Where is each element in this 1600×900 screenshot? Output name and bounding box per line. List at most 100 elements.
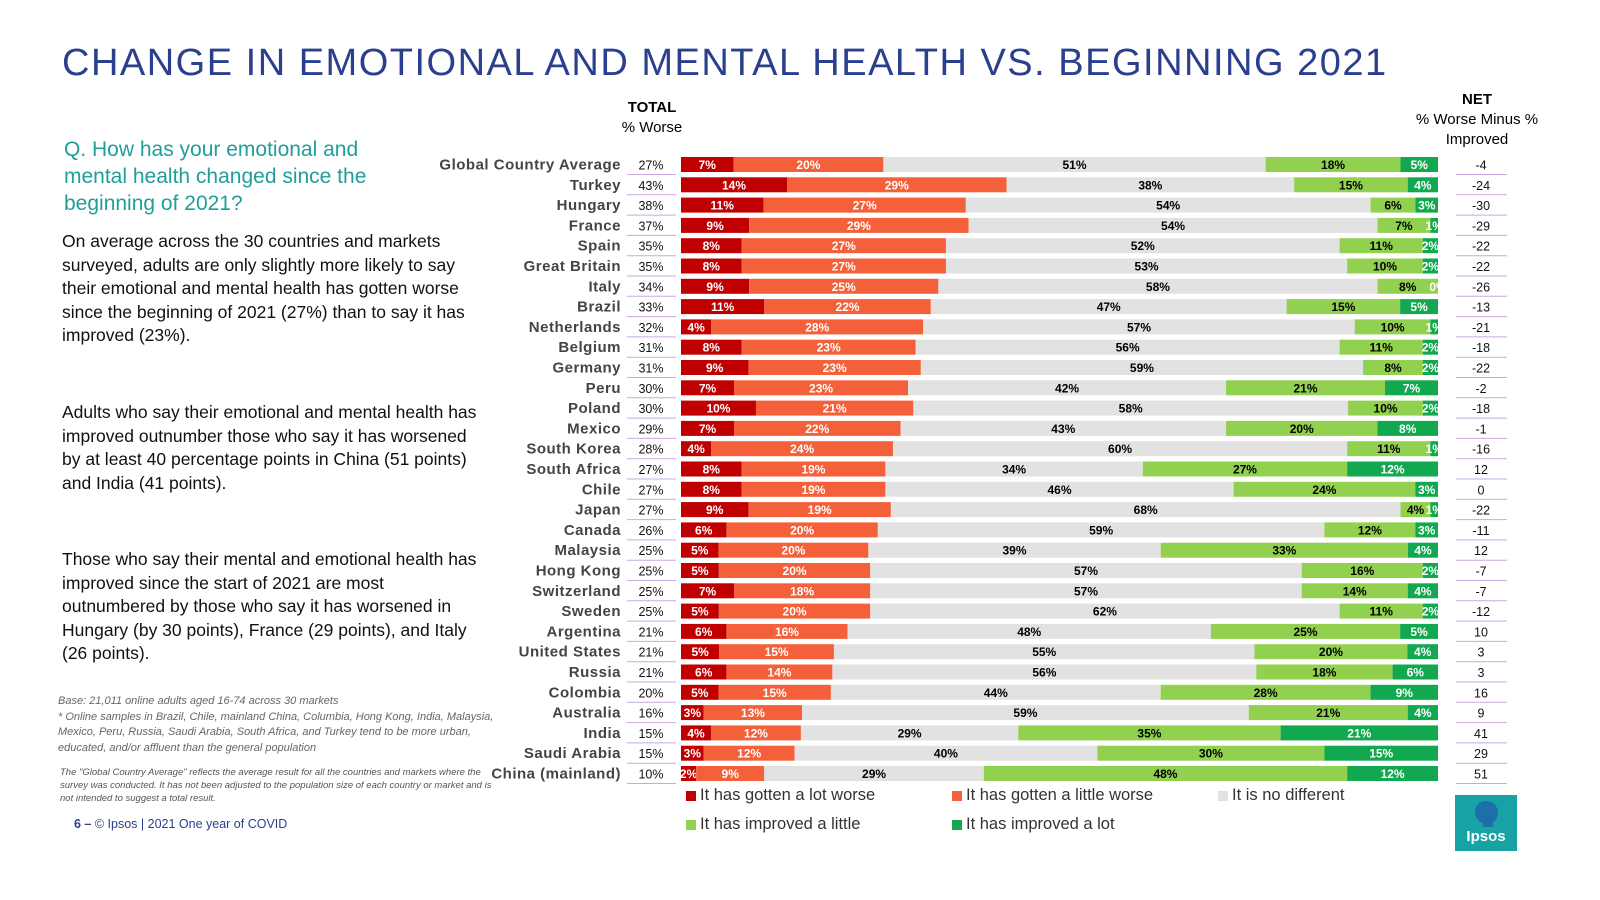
bar-value-label: 5% (691, 564, 709, 578)
total-worse-value: 16% (638, 707, 663, 721)
bar-segment (1339, 238, 1423, 254)
bar-segment (965, 197, 1371, 213)
bar-segment (1415, 522, 1438, 538)
total-worse-value: 25% (638, 565, 663, 579)
ipsos-logo: Ipsos (1455, 795, 1517, 851)
bar-value-label: 4% (687, 442, 705, 456)
bar-segment (1347, 258, 1423, 274)
bar-segment (1422, 339, 1438, 355)
bar-segment (1422, 258, 1438, 274)
bar-value-label: 8% (703, 260, 721, 274)
bar-segment (681, 177, 787, 193)
total-worse-value: 21% (638, 666, 663, 680)
bar-value-label: 21% (1347, 726, 1371, 740)
total-worse-value: 25% (638, 605, 663, 619)
bar-value-label: 56% (1032, 666, 1056, 680)
footer: 6 – © Ipsos | 2021 One year of COVID (74, 817, 287, 831)
category-label: Colombia (549, 684, 621, 701)
bar-value-label: 8% (703, 463, 721, 477)
bar-segment (1377, 278, 1438, 294)
bar-segment (1370, 197, 1416, 213)
bar-segment (681, 258, 742, 274)
bar-value-label: 2% (1422, 564, 1440, 578)
bar-value-label: 7% (699, 158, 717, 172)
bar-segment (741, 461, 886, 477)
bar-value-label: 20% (1319, 645, 1343, 659)
bar-segment (1377, 217, 1431, 233)
total-worse-value: 31% (638, 341, 663, 355)
bar-value-label: 21% (1294, 381, 1318, 395)
net-value: -13 (1472, 301, 1490, 315)
bar-value-label: 7% (1403, 381, 1421, 395)
legend-swatch-improved-lot (952, 819, 962, 830)
net-value: -7 (1475, 565, 1486, 579)
bar-value-label: 28% (805, 320, 829, 334)
footer-page-number: 6 – (74, 817, 92, 831)
category-label: Malaysia (554, 542, 621, 559)
bar-value-label: 20% (783, 564, 807, 578)
bar-segment (1400, 623, 1438, 639)
category-label: Germany (552, 360, 621, 377)
bar-segment (830, 684, 1161, 700)
bar-segment (681, 481, 742, 497)
bar-segment (1408, 542, 1438, 558)
category-label: Switzerland (532, 583, 621, 600)
bar-value-label: 56% (1116, 341, 1140, 355)
category-label: Sweden (561, 603, 621, 620)
bar-value-label: 11% (1370, 341, 1394, 355)
bar-value-label: 14% (722, 178, 746, 192)
net-value: -22 (1472, 362, 1490, 376)
bar-segment (1422, 603, 1438, 619)
bar-value-label: 5% (691, 645, 709, 659)
category-label: India (583, 725, 621, 742)
bar-segment (749, 278, 939, 294)
bar-segment (1160, 542, 1409, 558)
bar-value-label: 18% (790, 584, 814, 598)
bar-segment (1422, 238, 1438, 254)
bar-value-label: 29% (885, 178, 909, 192)
bar-segment (938, 278, 1378, 294)
bar-segment (681, 238, 742, 254)
bar-value-label: 51% (1062, 158, 1086, 172)
bar-segment (681, 766, 697, 781)
net-value: -26 (1472, 280, 1490, 294)
total-worse-value: 37% (638, 219, 663, 233)
bar-value-label: 11% (1370, 239, 1394, 253)
bar-segment (718, 603, 871, 619)
bar-segment (741, 238, 946, 254)
bar-segment (1256, 664, 1393, 680)
category-label: Saudi Arabia (524, 745, 621, 762)
total-worse-value: 25% (638, 544, 663, 558)
bar-segment (681, 441, 712, 457)
bar-value-label: 9% (706, 280, 724, 294)
bar-segment (1018, 725, 1281, 741)
total-worse-value: 21% (638, 646, 663, 660)
bar-value-label: 9% (706, 503, 724, 517)
bar-segment (1407, 705, 1438, 721)
bar-segment (733, 420, 901, 436)
net-header-title: NET (1462, 91, 1492, 108)
bar-segment (681, 563, 719, 578)
bar-segment (763, 197, 966, 213)
net-value: 10 (1474, 625, 1488, 639)
bar-value-label: 27% (832, 239, 856, 253)
net-value: -22 (1472, 260, 1490, 274)
bar-segment (1392, 664, 1438, 680)
footer-text: © Ipsos | 2021 One year of COVID (94, 817, 288, 831)
bar-value-label: 46% (1047, 483, 1071, 497)
bar-value-label: 8% (703, 483, 721, 497)
total-worse-value: 27% (638, 483, 663, 497)
page-title: CHANGE IN EMOTIONAL AND MENTAL HEALTH VS… (62, 42, 1388, 84)
bar-value-label: 16% (1350, 564, 1374, 578)
bar-value-label: 18% (1312, 666, 1336, 680)
category-label: Canada (564, 522, 621, 539)
bar-value-label: 10% (1373, 260, 1397, 274)
bar-segment (968, 217, 1378, 233)
bar-value-label: 52% (1131, 239, 1155, 253)
bar-segment (1385, 380, 1438, 396)
net-value: -1 (1475, 422, 1486, 436)
bar-value-label: 2% (1422, 361, 1440, 375)
bar-segment (681, 319, 712, 335)
bar-value-label: 2% (1422, 239, 1440, 253)
category-label: Mexico (567, 420, 621, 437)
